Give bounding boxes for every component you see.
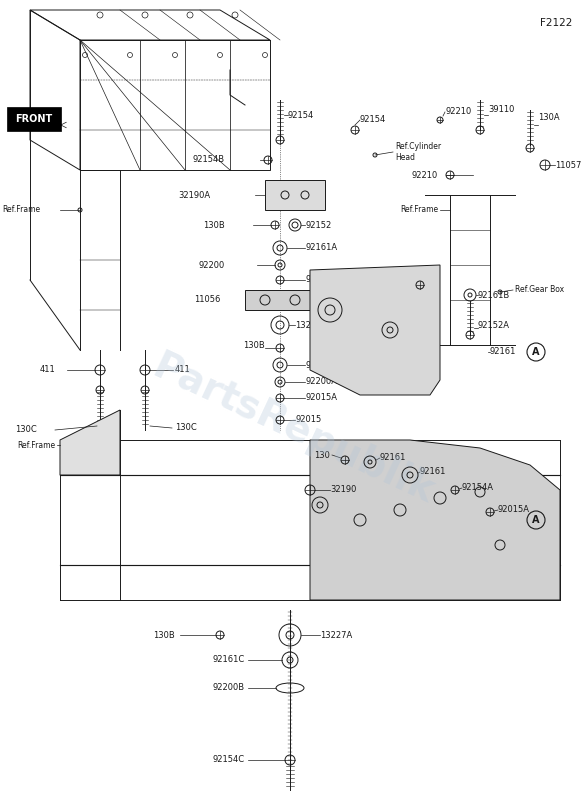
Text: 92210: 92210: [412, 170, 438, 179]
Text: F2122: F2122: [540, 18, 572, 28]
Polygon shape: [60, 410, 120, 475]
Text: 130C: 130C: [175, 423, 197, 433]
Text: 130B: 130B: [203, 221, 225, 230]
Text: 92015: 92015: [295, 415, 321, 425]
Text: 92154B: 92154B: [193, 155, 225, 165]
Text: 130: 130: [314, 450, 330, 459]
Text: 92161C: 92161C: [213, 655, 245, 665]
Text: 92161A: 92161A: [305, 361, 337, 370]
Text: 32190: 32190: [330, 486, 356, 494]
Text: 11056: 11056: [193, 295, 220, 305]
Bar: [265, 180, 325, 210]
Polygon shape: [310, 440, 560, 600]
Text: 92152: 92152: [305, 221, 331, 230]
Text: Ref.Frame: Ref.Frame: [400, 206, 438, 214]
Text: A: A: [532, 515, 540, 525]
Text: 92161: 92161: [490, 347, 516, 357]
Text: 92154: 92154: [288, 110, 314, 119]
Text: 13227A: 13227A: [320, 630, 352, 639]
Text: Ref.Cylinder
Head: Ref.Cylinder Head: [395, 142, 441, 162]
Text: 11057: 11057: [555, 161, 581, 170]
Text: 92200B: 92200B: [213, 683, 245, 693]
Text: FRONT: FRONT: [15, 114, 53, 124]
Text: 13227: 13227: [295, 321, 322, 330]
Text: Ref.Frame: Ref.Frame: [17, 441, 55, 450]
Text: 92015A: 92015A: [305, 394, 337, 402]
Text: 130B: 130B: [154, 630, 175, 639]
FancyBboxPatch shape: [7, 107, 61, 131]
Text: 92154C: 92154C: [213, 755, 245, 765]
Text: Ref.Frame: Ref.Frame: [2, 206, 40, 214]
Text: 92154A: 92154A: [462, 483, 494, 493]
Text: 130A: 130A: [538, 114, 560, 122]
Text: 92161: 92161: [380, 454, 406, 462]
Text: 92015: 92015: [305, 275, 331, 285]
Text: 411: 411: [39, 366, 55, 374]
Text: 39110: 39110: [488, 106, 515, 114]
Text: 32190A: 32190A: [178, 190, 210, 199]
Text: 92015A: 92015A: [498, 506, 530, 514]
Text: 92161B: 92161B: [478, 290, 510, 299]
Text: 92210: 92210: [445, 107, 471, 117]
Text: 92154: 92154: [360, 115, 386, 125]
Text: 92161A: 92161A: [305, 243, 337, 253]
Text: 130C: 130C: [15, 426, 37, 434]
Text: 92200: 92200: [199, 261, 225, 270]
Text: 411: 411: [175, 366, 191, 374]
Text: PartsRepublik: PartsRepublik: [146, 348, 440, 512]
Bar: [245, 290, 315, 310]
Text: Ref.Gear Box: Ref.Gear Box: [515, 286, 564, 294]
Text: 130B: 130B: [243, 341, 265, 350]
Text: 92161: 92161: [420, 467, 447, 477]
Text: 92200A: 92200A: [305, 378, 337, 386]
Text: A: A: [532, 347, 540, 357]
Polygon shape: [310, 265, 440, 395]
Text: 92152A: 92152A: [478, 321, 510, 330]
